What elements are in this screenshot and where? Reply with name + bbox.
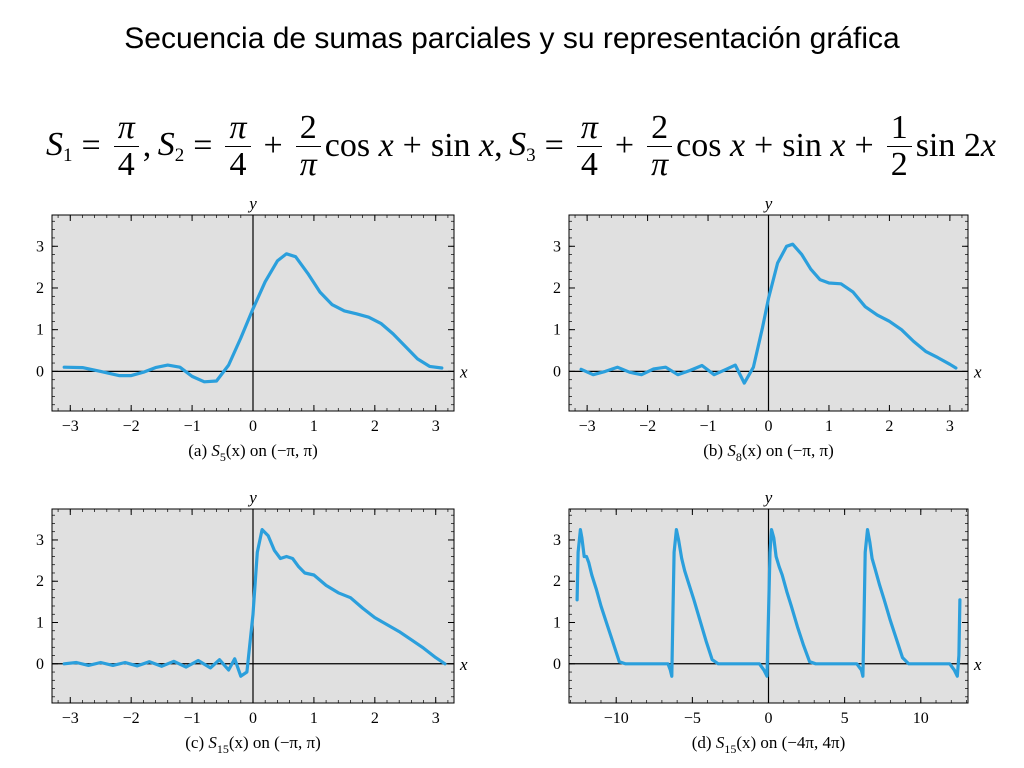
chart-caption: (d) S15(x) on (−4π, 4π) bbox=[692, 733, 845, 756]
x-tick-label: 3 bbox=[432, 418, 440, 435]
chart-caption: (b) S8(x) on (−π, π) bbox=[703, 441, 833, 464]
chart-caption: (c) S15(x) on (−π, π) bbox=[185, 733, 321, 756]
x-tick-label: −2 bbox=[123, 418, 140, 435]
x-tick-label: 1 bbox=[310, 710, 318, 727]
y-tick-label: 3 bbox=[553, 238, 561, 255]
y-tick-label: 0 bbox=[553, 363, 561, 380]
x-tick-label: 2 bbox=[885, 418, 893, 435]
s1-symbol: S1 bbox=[46, 125, 73, 166]
x-tick-label: −1 bbox=[184, 710, 201, 727]
x-axis-label: x bbox=[459, 362, 468, 381]
y-tick-label: 0 bbox=[36, 363, 44, 380]
y-axis-label: y bbox=[247, 488, 257, 507]
y-axis-label: y bbox=[247, 194, 257, 213]
x-tick-label: −3 bbox=[579, 418, 596, 435]
y-tick-label: 2 bbox=[553, 573, 561, 590]
x-tick-label: 0 bbox=[249, 418, 257, 435]
series-line bbox=[575, 528, 962, 678]
y-tick-label: 2 bbox=[553, 280, 561, 297]
y-tick-label: 1 bbox=[36, 615, 44, 632]
y-tick-label: 2 bbox=[36, 280, 44, 297]
y-tick-label: 3 bbox=[36, 238, 44, 255]
x-axis-label: x bbox=[973, 362, 982, 381]
x-tick-label: 3 bbox=[432, 710, 440, 727]
x-tick-label: −2 bbox=[639, 418, 656, 435]
x-tick-label: −1 bbox=[700, 418, 717, 435]
s3-symbol: S3 bbox=[509, 125, 536, 166]
y-tick-label: 1 bbox=[36, 322, 44, 339]
x-tick-label: 3 bbox=[946, 418, 954, 435]
x-axis-label: x bbox=[459, 655, 468, 674]
x-tick-label: 2 bbox=[371, 710, 379, 727]
y-tick-label: 3 bbox=[36, 532, 44, 549]
x-tick-label: 0 bbox=[765, 710, 773, 727]
chart-b: −3 −2 −1 0 1 2 3 0 1 2 3 x y (b) S8(x) on (−π, π) bbox=[553, 194, 982, 464]
chart-panel-c: −3 −2 −1 0 1 2 3 0 1 2 3 x y (c) S15(x) on (−π, π) bbox=[0, 484, 500, 768]
x-tick-label: −10 bbox=[604, 710, 629, 727]
x-tick-label: −5 bbox=[684, 710, 701, 727]
x-tick-label: 5 bbox=[841, 710, 849, 727]
x-tick-label: 0 bbox=[765, 418, 773, 435]
y-tick-label: 0 bbox=[553, 656, 561, 673]
chart-caption: (a) S5(x) on (−π, π) bbox=[188, 441, 318, 464]
y-tick-label: 1 bbox=[553, 615, 561, 632]
y-tick-label: 2 bbox=[36, 573, 44, 590]
series-line bbox=[579, 242, 958, 385]
x-tick-label: −3 bbox=[62, 710, 79, 727]
series-line bbox=[62, 528, 447, 678]
x-tick-label: −2 bbox=[123, 710, 140, 727]
y-tick-label: 1 bbox=[553, 322, 561, 339]
chart-panel-d: −10 −5 0 5 10 0 1 2 3 x y (d) S15(x) on (−4π, 4π) bbox=[512, 484, 1012, 768]
equals-sign: = bbox=[81, 127, 101, 164]
y-axis-label: y bbox=[763, 194, 773, 213]
s2-symbol: S2 bbox=[157, 125, 185, 166]
x-axis-label: x bbox=[973, 655, 982, 674]
x-tick-label: −3 bbox=[62, 418, 79, 435]
chart-c: −3 −2 −1 0 1 2 3 0 1 2 3 x y (c) S15(x) on (−π, π) bbox=[36, 488, 468, 756]
y-tick-label: 3 bbox=[553, 532, 561, 549]
x-tick-label: 0 bbox=[249, 710, 257, 727]
series-line bbox=[62, 252, 444, 384]
x-tick-label: 2 bbox=[371, 418, 379, 435]
x-tick-label: 1 bbox=[310, 418, 318, 435]
chart-panel-a: −3 −2 −1 0 1 2 3 0 1 2 3 x y (a) S5(x) on (−π, π) bbox=[0, 192, 500, 477]
x-tick-label: 10 bbox=[913, 710, 929, 727]
x-tick-label: 1 bbox=[825, 418, 833, 435]
y-tick-label: 0 bbox=[36, 656, 44, 673]
y-axis-label: y bbox=[763, 488, 773, 507]
chart-panel-b: −3 −2 −1 0 1 2 3 0 1 2 3 x y (b) S8(x) on (−π, π) bbox=[512, 192, 1012, 477]
chart-a: −3 −2 −1 0 1 2 3 0 1 2 3 x y (a) S5(x) on (−π, π) bbox=[36, 194, 468, 464]
chart-d: −10 −5 0 5 10 0 1 2 3 x y (d) S15(x) on (−4π, 4π) bbox=[553, 488, 982, 756]
x-tick-label: −1 bbox=[184, 418, 201, 435]
page-title: Secuencia de sumas parciales y su repres… bbox=[124, 22, 900, 55]
